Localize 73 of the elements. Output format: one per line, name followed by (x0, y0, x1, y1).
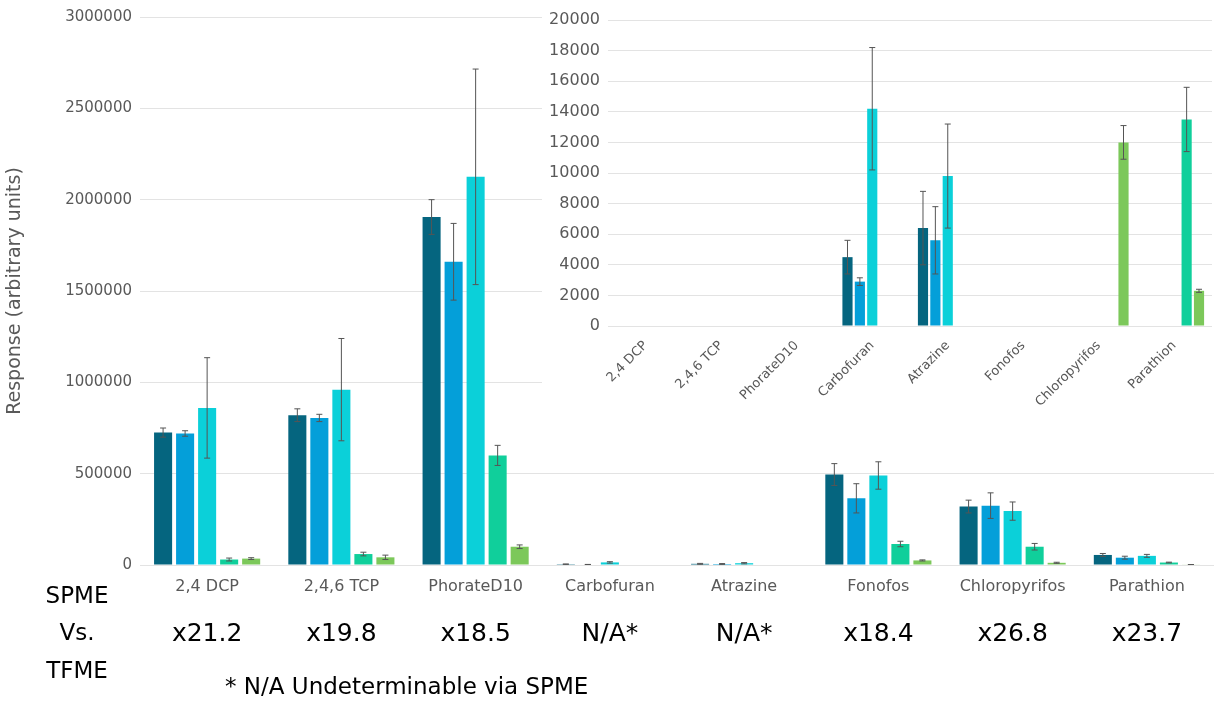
bar (854, 281, 865, 326)
bar (1137, 555, 1156, 565)
y-tick-label: 2000000 (65, 189, 132, 208)
text: x18.4 (843, 617, 914, 647)
bar (354, 554, 373, 565)
y-tick-label: 14000 (549, 100, 600, 120)
bar (1193, 290, 1205, 326)
y-tick-label: 0 (122, 554, 132, 573)
text: x18.5 (440, 617, 511, 647)
bar (891, 543, 910, 565)
x-tick-label: Fonofos (847, 575, 910, 595)
x-tick-label: Parathion (1108, 575, 1185, 595)
bar (310, 417, 329, 565)
bar (466, 176, 485, 565)
bar (981, 505, 1000, 565)
bar (176, 433, 195, 565)
bar (1003, 511, 1022, 565)
text: x23.7 (1111, 617, 1183, 647)
bar (332, 389, 351, 565)
bar (600, 562, 619, 565)
bar (842, 257, 853, 326)
text: N/A* (715, 617, 773, 647)
bar (1115, 557, 1134, 565)
bar (825, 474, 844, 565)
y-tick-label: 10000 (549, 162, 600, 182)
bar (444, 261, 463, 565)
y-tick-label: 1500000 (65, 280, 132, 299)
text: Vs. (59, 618, 95, 645)
x-tick-label: 2,4,6 TCP (303, 575, 380, 595)
bar (198, 407, 217, 565)
y-axis-title: Response (arbitrary units) (2, 167, 25, 415)
text: x26.8 (977, 617, 1048, 647)
bar (959, 506, 978, 565)
bar (488, 455, 507, 565)
y-tick-label: 18000 (549, 39, 600, 59)
y-tick-label: 2000 (559, 284, 600, 304)
x-tick-label: 2,4 DCP (175, 575, 240, 595)
y-tick-label: 6000 (559, 223, 600, 243)
text: N/A* (581, 617, 639, 647)
y-tick-label: 16000 (549, 70, 600, 90)
text: x19.8 (306, 617, 377, 647)
text: x21.2 (171, 617, 243, 647)
text: TFME (45, 656, 108, 683)
x-tick-label: Carbofuran (564, 575, 655, 595)
y-tick-label: 500000 (74, 463, 132, 482)
bar (242, 558, 261, 565)
y-tick-label: 3000000 (65, 6, 132, 25)
bar (930, 240, 941, 326)
x-tick-label: PhorateD10 (428, 575, 524, 595)
bar (847, 498, 866, 565)
text: * N/A Undeterminable via SPME (225, 672, 589, 699)
bar (1181, 119, 1192, 326)
bar (867, 108, 878, 326)
bar (376, 557, 395, 565)
y-tick-label: 2500000 (65, 98, 132, 117)
bar (288, 415, 307, 565)
y-tick-label: 8000 (559, 192, 600, 212)
bar (869, 475, 888, 565)
bar (154, 432, 173, 565)
x-tick-label: Atrazine (711, 575, 778, 595)
text: SPME (45, 581, 109, 608)
y-tick-label: 0 (589, 315, 600, 335)
y-tick-label: 12000 (549, 131, 600, 151)
bar (510, 546, 529, 565)
y-tick-label: 4000 (559, 253, 600, 273)
bar (1093, 554, 1112, 565)
y-tick-label: 20000 (549, 9, 600, 29)
y-tick-label: 1000000 (65, 372, 132, 391)
bar (942, 176, 953, 326)
bar (422, 217, 441, 565)
bar (1025, 546, 1044, 565)
bar (1118, 142, 1129, 326)
x-tick-label: Chloropyrifos (959, 575, 1066, 595)
